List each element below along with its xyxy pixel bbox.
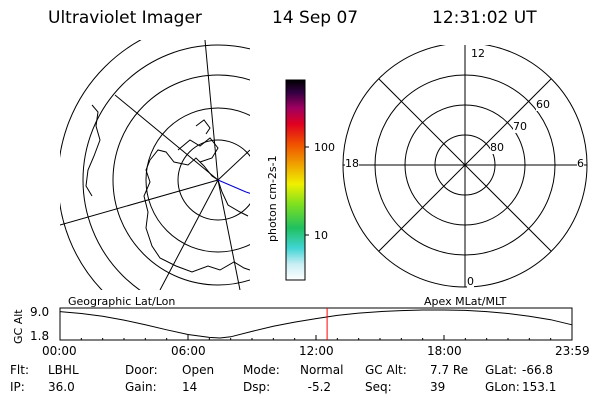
info-value: 39 — [430, 380, 446, 394]
info-key: Seq: — [365, 380, 392, 394]
info-value: 153.1 — [522, 380, 557, 394]
x-tick-label: 12:00 — [299, 344, 334, 358]
x-tick-label: 18:00 — [427, 344, 462, 358]
info-key: Gain: — [125, 380, 157, 394]
coastline — [149, 149, 249, 217]
mlt-label-12: 12 — [471, 47, 485, 60]
altitude-series-line — [59, 309, 573, 339]
info-key: GLat: — [485, 363, 518, 377]
info-value: -5.2 — [300, 380, 332, 394]
info-key: Dsp: — [243, 380, 271, 394]
lon-line — [217, 179, 241, 290]
geographic-map — [60, 40, 250, 290]
lat-circle-1 — [177, 139, 250, 221]
mlat-label-80: 80 — [490, 141, 504, 154]
info-key: Flt: — [10, 363, 29, 377]
lat-circle-2 — [145, 107, 250, 253]
coastline — [143, 159, 250, 273]
info-key: Door: — [125, 363, 158, 377]
time-label: 12:31:02 UT — [432, 8, 537, 28]
info-value: 14 — [182, 380, 198, 394]
coastline — [195, 119, 211, 135]
info-value: -66.8 — [522, 363, 554, 377]
lon-line — [114, 94, 219, 181]
colorbar-gradient — [285, 79, 306, 281]
info-value: LBHL — [48, 363, 79, 377]
info-key: GLon: — [485, 380, 520, 394]
x-tick-label: 06:00 — [171, 344, 206, 358]
info-value: Normal — [300, 363, 344, 377]
colorbar-tick-10: 10 — [314, 229, 328, 242]
instrument-title: Ultraviolet Imager — [48, 8, 202, 28]
info-value: 36.0 — [48, 380, 75, 394]
geographic-panel-label: Geographic Lat/Lon — [68, 295, 176, 308]
info-key: Mode: — [243, 363, 280, 377]
lon-line — [204, 40, 219, 181]
mlt-label-0: 0 — [467, 275, 474, 288]
mlt-label-18: 18 — [345, 157, 359, 170]
colorbar-tick-100: 100 — [314, 141, 335, 154]
mlat-label-70: 70 — [513, 120, 527, 133]
lon-line — [159, 179, 219, 290]
lat-circle-3 — [112, 74, 250, 286]
info-value: 7.7 Re — [430, 363, 469, 377]
info-key: IP: — [10, 380, 25, 394]
colorbar-unit-label: photon cm-2s-1 — [266, 155, 279, 242]
orbit-altitude-plot — [59, 307, 573, 341]
geo-track — [217, 179, 250, 194]
y-tick-9.0: 9.0 — [30, 305, 50, 319]
apex-panel-label: Apex MLat/MLT — [424, 295, 507, 308]
coastline — [177, 137, 219, 163]
colorbar — [285, 79, 309, 281]
date-label: 14 Sep 07 — [272, 8, 359, 28]
coastline — [85, 104, 101, 197]
y-axis-label: GC Alt — [12, 309, 25, 344]
lon-line — [60, 179, 219, 226]
lat-circle-5 — [60, 40, 142, 290]
mlt-label-6: 6 — [577, 157, 584, 170]
x-tick-label: 00:00 — [42, 344, 77, 358]
x-tick-label: 23:59 — [555, 344, 590, 358]
lat-circle-4 — [82, 44, 250, 290]
apex-polar-plot — [342, 45, 588, 288]
y-tick-1.8: 1.8 — [30, 329, 50, 343]
mlat-label-60: 60 — [536, 98, 550, 111]
info-value: Open — [182, 363, 215, 377]
info-key: GC Alt: — [365, 363, 407, 377]
lon-line — [217, 149, 250, 181]
mlt-line — [378, 78, 552, 252]
